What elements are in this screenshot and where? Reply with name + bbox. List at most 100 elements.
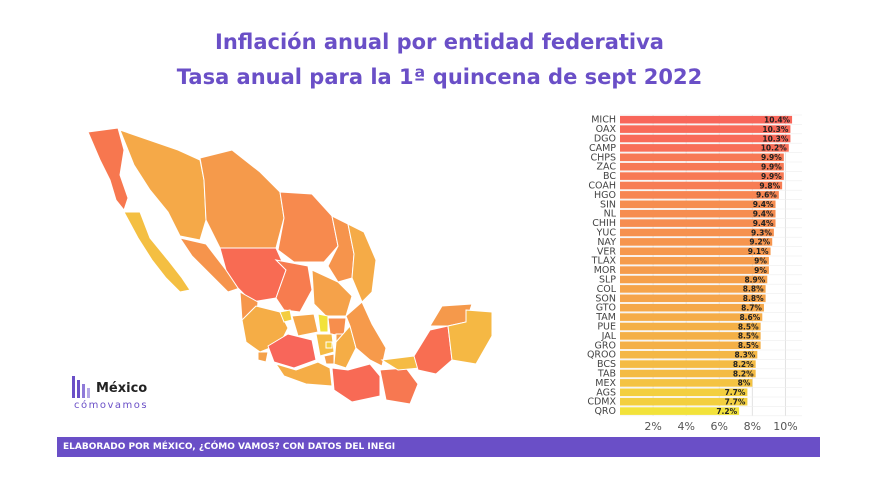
bar-coah [620,181,783,190]
category-label: TAM [595,312,616,323]
map-state-sin [178,237,241,293]
map-state-ags [279,309,293,323]
chart-category-labels: MICHOAXDGOCAMPCHPSZACBCCOAHHGOSINNLCHIHY… [587,115,617,417]
category-label: QROO [587,350,616,361]
bar-sin [620,200,776,209]
map-state-chih [199,149,285,253]
map-state-dgo [219,247,287,303]
map-state-mor [323,353,335,365]
value-label: 9.3% [751,228,772,237]
bar-pue [620,322,761,331]
bar-son [620,294,766,303]
bar-mich [620,115,793,124]
value-label: 7.2% [716,407,737,416]
bar-zac [620,162,784,171]
value-label: 8.5% [738,341,759,350]
footer-credit: ELABORADO POR MÉXICO, ¿CÓMO VAMOS? CON D… [57,437,820,457]
value-label: 7.7% [725,398,746,407]
bar-ver [620,247,771,256]
category-label: HGO [594,190,616,201]
value-label: 8.8% [743,285,764,294]
value-label: 10.3% [762,134,789,143]
map-state-chps [379,367,419,405]
mexico-choropleth-map [87,127,493,405]
category-label: COL [597,284,617,295]
category-label: OAX [596,124,617,135]
x-tick-label: 4% [677,420,694,433]
bar-tam [620,313,763,321]
bar-ags [620,388,748,397]
x-tick-label: 10% [773,420,797,433]
page-title: Inflación anual por entidad federativa [215,30,664,54]
bar-dgo [620,134,791,143]
map-state-camp [413,325,453,375]
bar-bc [620,172,784,180]
bar-nay [620,238,773,246]
map-state-gro [274,361,333,387]
value-label: 9.6% [756,191,777,200]
value-label: 8.7% [741,304,762,313]
bar-bcs [620,360,756,368]
value-label: 9.4% [753,200,774,209]
value-label: 8.5% [738,322,759,331]
bar-tab [620,369,756,378]
category-label: CAMP [589,143,616,154]
bar-slp [620,275,768,284]
chart-bars [620,115,793,415]
map-state-bcs [123,211,191,293]
category-label: TAB [597,369,616,380]
bar-mex [620,379,753,387]
bar-jal [620,332,761,340]
map-state-mich [267,333,317,369]
map-state-pue [333,324,357,369]
map-state-mex [315,333,335,357]
category-label: VER [597,246,617,257]
map-state-bc [87,127,129,212]
page-subtitle: Tasa anual para la 1ª quincena de sept 2… [176,65,703,89]
value-label: 9.9% [761,153,782,162]
map-state-oax [331,363,381,403]
category-label: SIN [600,199,616,210]
category-label: CHIH [592,218,616,229]
bar-col [620,285,766,293]
bar-oax [620,125,791,133]
chart-x-ticks: 2% 4% 6% 8% 10% [644,420,797,433]
category-label: ZAC [597,162,617,173]
value-label: 8.6% [739,313,760,322]
map-state-qroo [447,309,493,365]
bar-hgo [620,191,779,199]
bar-yuc [620,228,774,237]
value-label: 9.9% [761,163,782,172]
bar-tlax [620,256,769,265]
value-label: 10.4% [764,116,791,125]
map-state-qro [317,313,329,333]
value-label: 8.3% [735,351,756,360]
category-label: SON [595,293,616,304]
logo-word: México [96,381,148,396]
map-state-zac [274,259,313,313]
bar-cdmx [620,397,748,406]
category-label: PUE [597,322,616,333]
category-label: BC [603,171,616,182]
category-label: CHPS [590,152,616,163]
map-state-ver [345,301,387,367]
bar-chps [620,153,784,162]
value-label: 10.3% [762,125,789,134]
logo-bars-icon [72,376,90,398]
category-label: MICH [591,115,616,126]
value-label: 9.2% [749,238,770,247]
category-label: DGO [594,134,616,145]
value-label: 9% [754,257,767,266]
map-state-gto [291,313,319,337]
value-label: 8.2% [733,369,754,378]
bar-mor [620,266,769,274]
value-label: 9.8% [759,181,780,190]
value-label: 9% [754,266,767,275]
value-label: 9.4% [753,219,774,228]
value-label: 7.7% [725,388,746,397]
value-label: 8.9% [744,275,765,284]
value-label: 9.4% [753,210,774,219]
category-label: AGS [596,387,616,398]
category-label: BCS [597,359,616,370]
map-state-tam [347,223,377,303]
